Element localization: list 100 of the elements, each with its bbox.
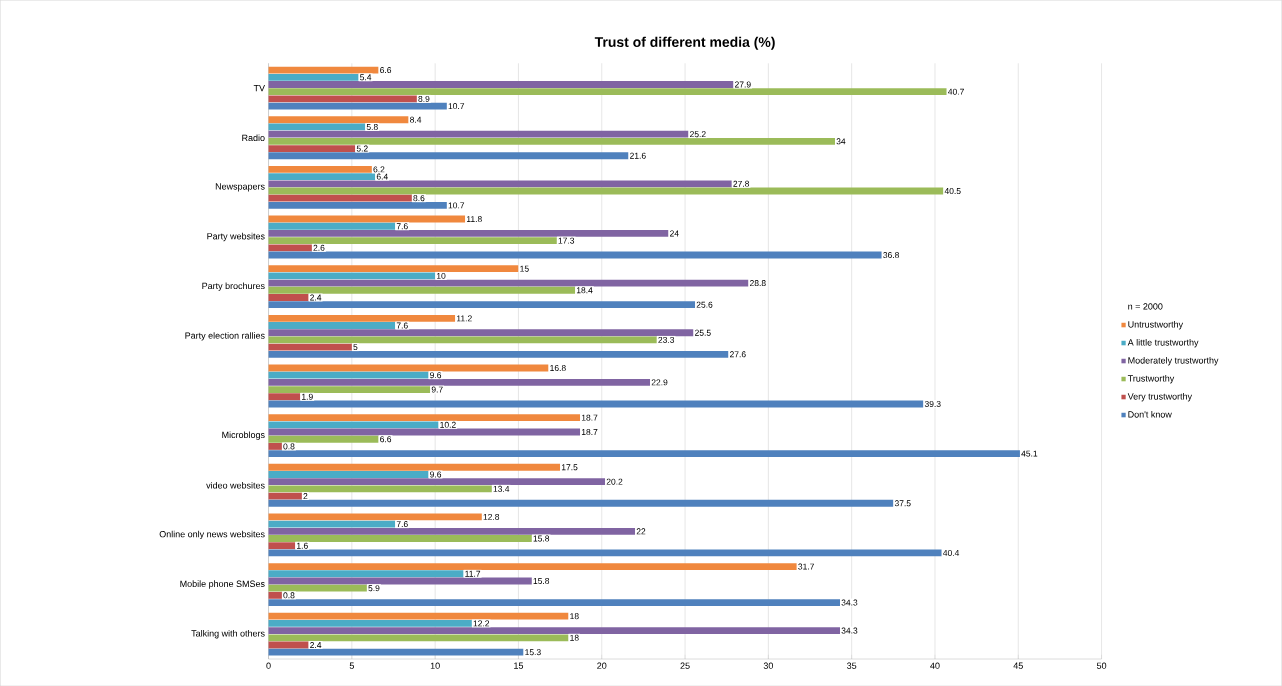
data-label: 5.2 <box>356 145 368 152</box>
data-label: 5.8 <box>366 123 378 130</box>
bar <box>268 542 296 549</box>
data-label: 0.8 <box>283 443 295 450</box>
data-label: 18 <box>570 613 579 620</box>
data-label: 5 <box>353 344 358 350</box>
bar <box>268 180 732 188</box>
data-label: 5.9 <box>368 585 380 592</box>
bar <box>268 442 282 450</box>
bar <box>268 145 356 152</box>
bar <box>268 116 409 124</box>
y-tick-label: Mobile phone SMSes <box>180 580 265 589</box>
data-label: 34 <box>836 138 846 145</box>
bar <box>268 634 569 642</box>
y-tick-label: TV <box>253 84 265 92</box>
bar <box>268 499 894 507</box>
bar <box>268 165 372 173</box>
data-label: 10.2 <box>440 421 456 428</box>
data-label: 7.6 <box>396 223 408 230</box>
bar <box>268 599 840 606</box>
data-label: 40.7 <box>948 88 964 95</box>
legend-label: Trustworthy <box>1127 374 1175 384</box>
data-label: 15.8 <box>533 577 550 584</box>
y-tick-label: Online only news websites <box>159 530 265 539</box>
data-label: 8.4 <box>410 116 422 123</box>
bar <box>268 470 429 478</box>
chart-title: Trust of different media (%) <box>594 36 775 50</box>
data-label: 10 <box>436 272 446 279</box>
data-label: 9.6 <box>430 372 442 379</box>
data-label: 10.7 <box>448 202 465 209</box>
data-label: 23.3 <box>658 336 675 343</box>
bar <box>268 272 436 280</box>
bar <box>268 478 606 485</box>
data-label: 18 <box>570 634 579 641</box>
y-tick-label: Party election rallies <box>185 332 265 341</box>
data-label: 22.9 <box>651 379 668 386</box>
x-tick-label: 45 <box>1013 662 1023 669</box>
data-label: 15.3 <box>525 649 541 656</box>
bar <box>268 393 301 401</box>
data-label: 20.2 <box>606 478 623 485</box>
data-label: 5.4 <box>360 74 372 81</box>
bar <box>268 73 359 81</box>
bar <box>268 563 797 570</box>
y-tick-label: Talking with others <box>191 629 265 639</box>
data-label: 25.5 <box>695 329 711 336</box>
bar <box>268 485 492 493</box>
bar <box>268 265 519 272</box>
bar <box>268 513 482 521</box>
legend-label: A little trustworthy <box>1127 338 1199 348</box>
bar <box>268 88 947 95</box>
legend-label: Very trustworthy <box>1127 392 1193 402</box>
data-label: 7.6 <box>396 322 408 329</box>
data-label: 0.8 <box>283 592 295 599</box>
legend-label: Untrustworthy <box>1128 320 1184 330</box>
data-label: 6.6 <box>380 436 392 443</box>
data-label: 21.6 <box>630 152 646 159</box>
bar <box>268 321 396 329</box>
y-tick-label: Microblogs <box>222 431 265 440</box>
data-label: 9.7 <box>431 386 443 393</box>
bar <box>268 648 524 656</box>
data-label: 12.8 <box>483 513 500 520</box>
data-label: 34.3 <box>841 627 858 634</box>
bar <box>268 435 379 443</box>
bar <box>268 229 669 237</box>
data-label: 40.4 <box>943 549 960 556</box>
y-tick-label: Newspapers <box>215 183 265 192</box>
data-label: 39.3 <box>924 400 941 407</box>
data-label: 1.6 <box>297 542 308 549</box>
data-label: 27.6 <box>730 351 746 358</box>
data-label: 9.6 <box>430 471 442 478</box>
data-label: 11.8 <box>466 215 482 222</box>
data-label: 2.4 <box>310 641 322 648</box>
data-label: 15 <box>520 265 529 272</box>
bar <box>268 421 439 429</box>
bar <box>268 66 379 74</box>
bar <box>268 194 412 202</box>
x-tick-label: 15 <box>514 662 524 669</box>
data-label: 18.7 <box>581 414 598 421</box>
data-label: 11.2 <box>456 315 472 322</box>
bar <box>268 329 694 337</box>
data-label: 6.4 <box>376 173 388 180</box>
data-label: 22 <box>636 528 646 535</box>
legend-label: Don't know <box>1128 410 1172 418</box>
data-label: 11.7 <box>465 570 481 577</box>
data-label: 6.6 <box>380 66 392 73</box>
data-label: 7.6 <box>396 520 408 527</box>
data-label: 36.8 <box>883 251 899 258</box>
data-label: 40.5 <box>944 187 961 194</box>
bar <box>268 102 447 110</box>
bar <box>268 222 396 230</box>
bar <box>268 627 840 634</box>
data-label: 27.8 <box>733 180 750 187</box>
x-tick-label: 10 <box>430 662 440 669</box>
bar <box>268 314 456 322</box>
bar <box>268 237 557 244</box>
data-label: 17.5 <box>561 464 578 471</box>
data-label: 2.6 <box>313 244 325 251</box>
bar <box>268 378 651 386</box>
data-label: 25.6 <box>696 301 713 308</box>
bar <box>268 173 376 180</box>
